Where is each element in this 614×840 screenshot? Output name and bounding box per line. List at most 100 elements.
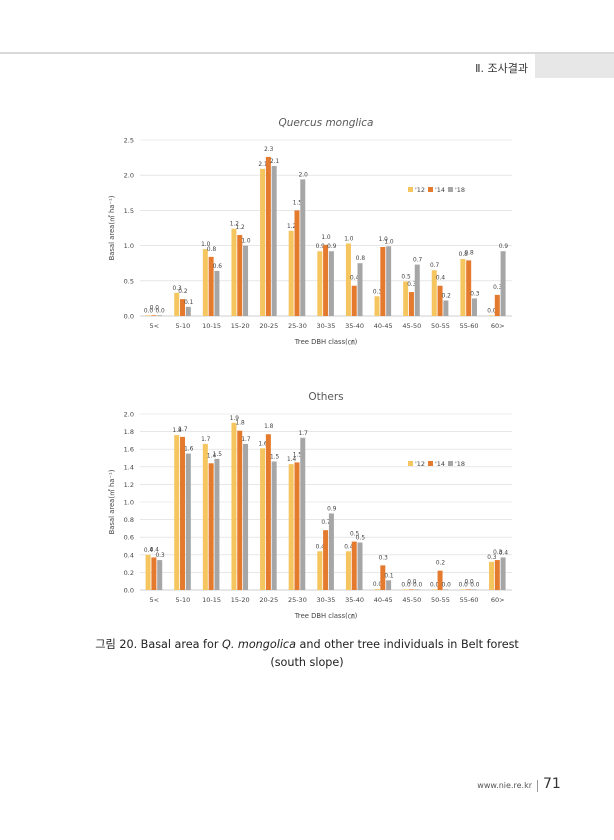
- data-label: 1.4: [287, 457, 297, 463]
- y-tick-label: 0.4: [124, 551, 134, 559]
- data-label: 0.5: [350, 532, 360, 538]
- page-number: 71: [543, 776, 561, 792]
- bar-s0-c8: [374, 589, 380, 590]
- bar-s1-c1: [180, 436, 186, 590]
- bar-s2-c9: [414, 264, 420, 316]
- bar-s2-c0: [157, 315, 163, 316]
- data-label: 1.2: [230, 222, 240, 228]
- x-tick-label: 25-30: [288, 596, 307, 604]
- legend-label: '12: [415, 186, 425, 194]
- bar-s0-c9: [403, 281, 409, 316]
- y-tick-label: 1.0: [124, 499, 134, 507]
- y-tick-label: 0.2: [124, 569, 134, 577]
- bar-s2-c8: [386, 246, 392, 316]
- bar-s2-c11: [471, 298, 477, 316]
- header-rule: [0, 52, 614, 54]
- data-label: 0.3: [407, 282, 417, 288]
- chart-quercus: Quercus monglica 0.0 0.5 1.0 1.5 2.0 2.5 0.0 0.3…: [0, 108, 614, 353]
- bar-s1-c6: [323, 244, 329, 316]
- bar-s1-c7: [351, 541, 357, 590]
- bar-s0-c2: [202, 443, 208, 590]
- data-label: 1.9: [230, 416, 240, 422]
- y-tick-label: 0.5: [124, 277, 134, 285]
- data-label: 0.0: [373, 582, 383, 588]
- data-label: 0.4: [150, 547, 160, 553]
- data-label: 0.3: [379, 555, 389, 561]
- data-label: 0.6: [213, 264, 223, 270]
- bar-s1-c5: [294, 210, 300, 316]
- data-label: 0.4: [144, 548, 154, 554]
- data-label: 1.7: [178, 427, 188, 433]
- x-tick-label: 35-40: [345, 596, 364, 604]
- data-label: 0.0: [459, 582, 469, 588]
- x-tick-label: 20-25: [259, 322, 278, 330]
- legend-label: '14: [435, 186, 445, 194]
- bar-s2-c1: [185, 453, 191, 590]
- data-label: 0.0: [487, 308, 497, 314]
- x-tick-label: 40-45: [374, 596, 393, 604]
- legend-label: '18: [455, 186, 465, 194]
- bar-s1-c7: [351, 285, 357, 316]
- data-label: 0.4: [499, 550, 509, 556]
- bar-s1-c3: [237, 430, 243, 590]
- data-label: 1.0: [384, 239, 394, 245]
- header-tab: [535, 54, 614, 78]
- data-label: 0.3: [155, 553, 165, 559]
- data-label: 1.5: [293, 200, 303, 206]
- bar-s2-c2: [214, 458, 220, 590]
- bar-s1-c10: [437, 285, 443, 316]
- y-tick-label: 0.0: [124, 587, 134, 595]
- bar-s0-c7: [345, 243, 351, 316]
- bar-s1-c6: [323, 530, 329, 590]
- data-label: 0.4: [316, 544, 326, 550]
- bar-s0-c5: [288, 464, 294, 590]
- x-tick-label: 50-55: [431, 596, 450, 604]
- data-label: 0.2: [436, 561, 446, 567]
- data-label: 0.4: [350, 276, 360, 282]
- data-label: 0.4: [344, 544, 354, 550]
- data-label: 2.1: [270, 159, 280, 165]
- chart-quercus-svg: Quercus monglica 0.0 0.5 1.0 1.5 2.0 2.5 0.0 0.3…: [107, 117, 512, 346]
- bar-s2-c10: [443, 300, 449, 316]
- data-label: 0.3: [470, 291, 480, 297]
- bar-s2-c1: [185, 306, 191, 316]
- x-tick-label: 15-20: [231, 322, 250, 330]
- chart-title: Others: [308, 391, 343, 403]
- x-tick-label: 40-45: [374, 322, 393, 330]
- x-tick-label: 30-35: [317, 596, 336, 604]
- x-tick-label: 55-60: [460, 322, 479, 330]
- data-label: 1.5: [213, 452, 223, 458]
- data-label: 0.0: [464, 579, 474, 585]
- figure-caption: 그림 20. Basal area for Q. mongolica and o…: [0, 636, 614, 672]
- data-label: 2.3: [264, 147, 274, 153]
- data-label: 0.0: [470, 582, 480, 588]
- footer-url[interactable]: www.nie.re.kr: [477, 781, 532, 790]
- bar-s0-c6: [317, 251, 323, 316]
- legend-swatch: [408, 187, 413, 192]
- legend-label: '18: [455, 460, 465, 468]
- y-tick-label: 1.4: [124, 463, 134, 471]
- bar-s0-c2: [202, 249, 208, 316]
- legend-swatch: [428, 461, 433, 466]
- bar-s2-c8: [386, 580, 392, 590]
- bar-s1-c8: [380, 565, 386, 590]
- bar-s1-c0: [151, 315, 157, 316]
- data-label: 1.6: [184, 447, 194, 453]
- chart-others-svg: Others 0.0 0.2 0.4 0.6 0.8 1.0 1.2 1.4 1.6 1.8 2.0 0…: [107, 391, 512, 620]
- bar-s0-c3: [231, 422, 237, 590]
- x-axis-title: Tree DBH class(㎝): [294, 612, 358, 620]
- bar-s1-c11: [466, 260, 472, 316]
- bar-s1-c9: [408, 292, 414, 316]
- section-title: Ⅱ. 조사결과: [475, 62, 528, 75]
- data-label: 1.8: [264, 424, 274, 430]
- data-label: 0.8: [207, 247, 217, 253]
- bar-s2-c7: [357, 263, 363, 316]
- x-tick-label: 10-15: [202, 322, 221, 330]
- bar-s2-c4: [271, 166, 277, 316]
- data-label: 0.4: [436, 276, 446, 282]
- data-label: 0.0: [155, 308, 165, 314]
- bar-s2-c10: [443, 589, 449, 590]
- bar-s1-c3: [237, 235, 243, 316]
- data-label: 1.2: [236, 225, 246, 231]
- data-label: 0.3: [493, 550, 503, 556]
